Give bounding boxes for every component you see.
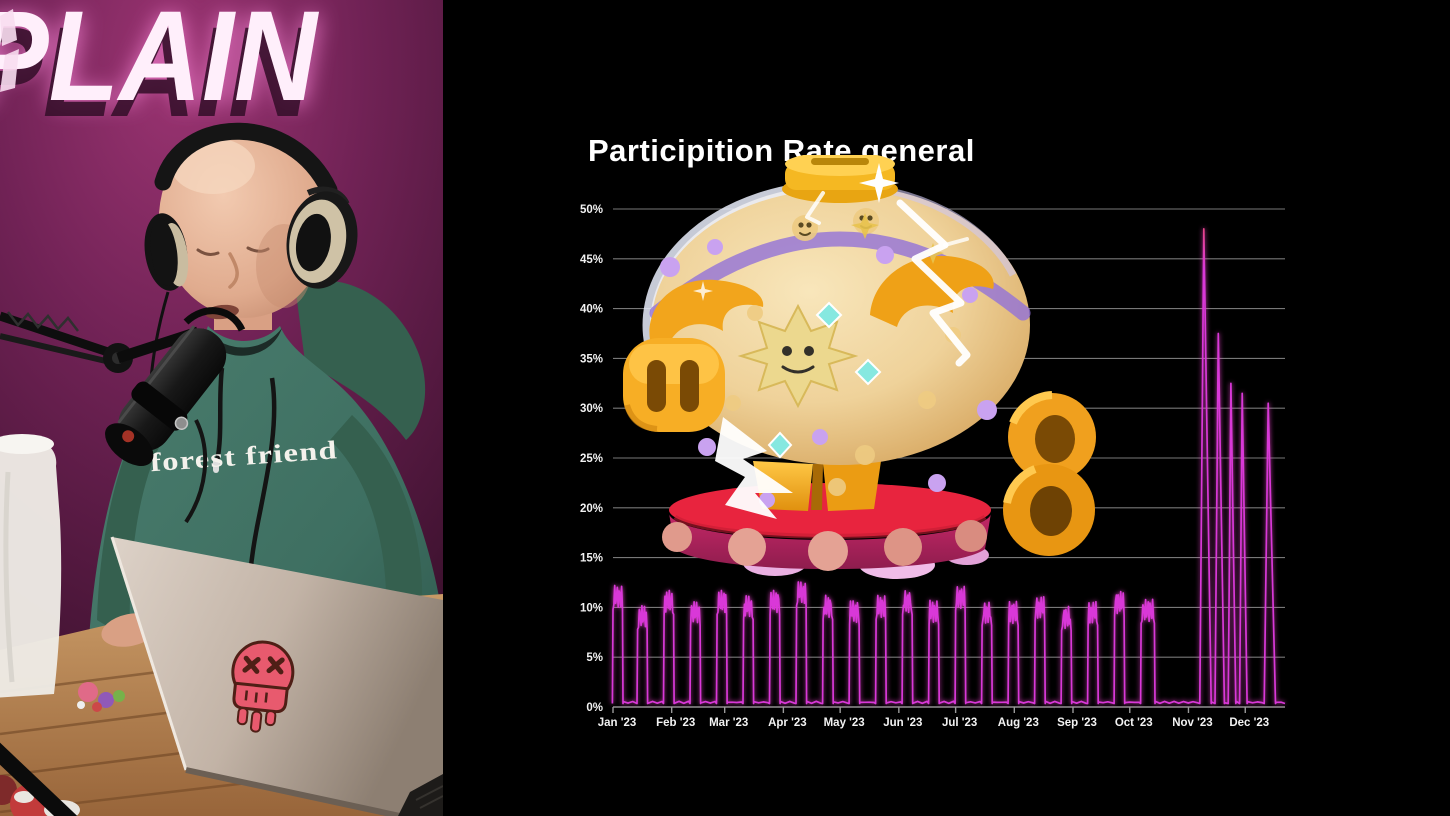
eye-left — [196, 248, 220, 256]
chart-panel — [443, 0, 1450, 816]
right-sleeve — [330, 415, 423, 640]
neon-sign-glow: PLAIN — [0, 0, 319, 132]
left-sleeve — [97, 430, 160, 640]
headphones-left-cup — [144, 213, 189, 291]
eye-right — [246, 246, 270, 253]
neon-letter-fragment — [0, 9, 17, 46]
neon-sign: PLAIN PLAIN PLAIN — [0, 0, 319, 144]
water-pitcher — [0, 434, 62, 698]
nose — [228, 252, 239, 289]
hood-drawstring — [214, 367, 225, 463]
foreground-mic-arm — [0, 742, 80, 816]
drawstring-aglet — [213, 458, 219, 473]
neon-sign-shadow: PLAIN — [0, 1, 313, 144]
headphones-band — [154, 122, 338, 199]
microphone — [0, 307, 246, 524]
laptop-keyboard-corner — [398, 774, 443, 816]
podcast-video-panel: PLAIN PLAIN PLAIN — [0, 0, 443, 816]
hood — [295, 280, 426, 440]
neon-sign-text: PLAIN — [0, 0, 319, 128]
desk-toys — [77, 682, 125, 712]
headphones-right-cup — [286, 186, 358, 289]
laptop — [110, 536, 443, 816]
chart-title: Participition Rate general — [588, 133, 975, 168]
skull-sticker — [231, 640, 295, 733]
neon-letter-fragment — [0, 49, 19, 92]
video-scene: PLAIN PLAIN PLAIN — [0, 0, 443, 816]
